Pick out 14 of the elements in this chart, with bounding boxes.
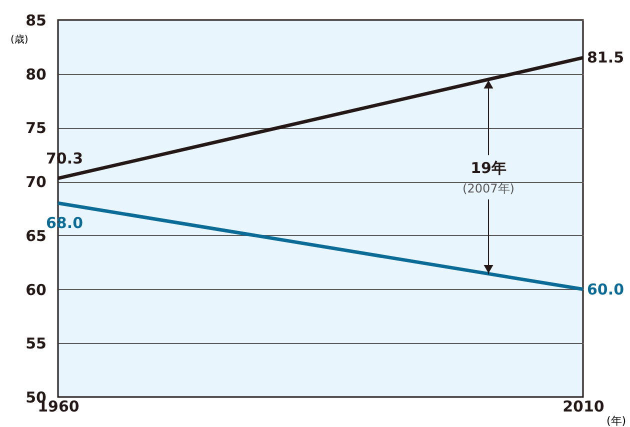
annotation: (2007年): [462, 182, 514, 196]
y-tick-label: 55: [26, 334, 46, 353]
annotation: 19年: [470, 159, 506, 178]
x-tick-label: 2010: [562, 398, 604, 416]
y-tick-label: 70: [26, 173, 46, 192]
x-axis-title: (年): [606, 414, 626, 427]
y-tick-label: 75: [26, 119, 46, 138]
y-tick-label: 60: [26, 280, 46, 299]
data-label: 81.5: [587, 48, 624, 67]
y-tick-label: 80: [26, 65, 46, 84]
y-tick-label: 65: [26, 226, 46, 245]
data-label: 60.0: [587, 280, 624, 298]
y-axis-title: (歳): [10, 34, 28, 46]
y-tick-label: 85: [26, 12, 46, 30]
